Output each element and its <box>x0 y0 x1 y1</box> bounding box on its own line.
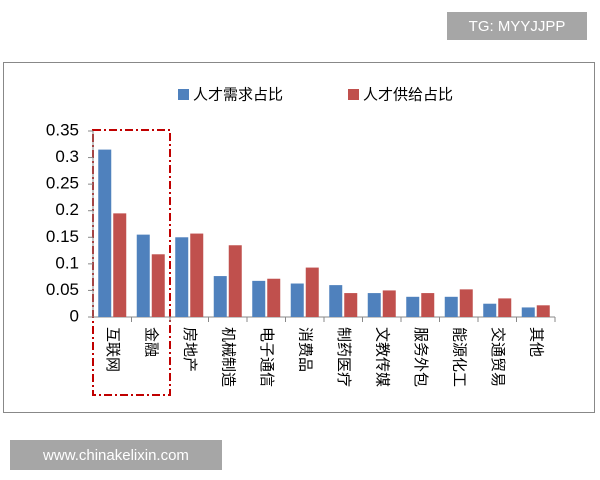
bar <box>344 293 358 317</box>
bar <box>406 296 420 317</box>
x-tick-label: 能源化工 <box>450 327 468 387</box>
bar <box>151 254 165 317</box>
bar <box>367 293 381 317</box>
bar <box>190 233 204 317</box>
watermark: TG: MYYJJPP <box>469 18 566 35</box>
y-tick-label: 0.25 <box>46 174 79 193</box>
bar <box>382 290 396 317</box>
bar <box>536 305 550 317</box>
legend-label: 人才需求占比 <box>193 86 283 104</box>
legend-swatch <box>178 89 189 100</box>
bar <box>483 303 497 317</box>
x-tick-label: 交通贸易 <box>489 327 507 387</box>
bar <box>521 307 535 317</box>
y-tick-label: 0.1 <box>55 253 79 272</box>
y-tick-label: 0.05 <box>46 280 79 299</box>
x-tick-label: 消费品 <box>296 327 314 372</box>
bar <box>228 245 242 317</box>
bar <box>459 289 473 317</box>
y-tick-label: 0.35 <box>46 120 79 139</box>
x-tick-label: 电子通信 <box>258 327 276 387</box>
x-tick-label: 金融 <box>142 327 160 357</box>
y-tick-label: 0.15 <box>46 227 79 246</box>
bar <box>175 237 189 317</box>
chart-border <box>3 62 595 413</box>
bar <box>267 278 281 317</box>
x-tick-label: 房地产 <box>181 327 199 372</box>
watermark-box <box>10 440 222 470</box>
bar <box>498 298 512 317</box>
bar <box>305 267 319 317</box>
bar <box>98 149 112 317</box>
y-tick-label: 0 <box>70 306 79 325</box>
y-tick-label: 0.3 <box>55 147 79 166</box>
bar <box>421 293 435 317</box>
x-tick-label: 机械制造 <box>219 327 237 387</box>
legend-label: 人才供给占比 <box>363 86 453 104</box>
bar <box>136 234 150 317</box>
x-tick-label: 文教传媒 <box>373 327 391 387</box>
bar <box>213 276 227 317</box>
bar <box>329 285 343 317</box>
y-tick-label: 0.2 <box>55 200 79 219</box>
bar <box>252 280 266 317</box>
x-tick-label: 服务外包 <box>412 327 430 387</box>
watermark: www.chinakelixin.com <box>42 447 189 464</box>
bar <box>444 296 458 317</box>
bar <box>290 283 304 317</box>
x-tick-label: 其他 <box>527 327 545 357</box>
x-tick-label: 制药医疗 <box>335 327 353 387</box>
watermark-box <box>447 12 587 40</box>
bar <box>113 213 127 317</box>
legend-swatch <box>348 89 359 100</box>
x-tick-label: 互联网 <box>104 327 122 372</box>
